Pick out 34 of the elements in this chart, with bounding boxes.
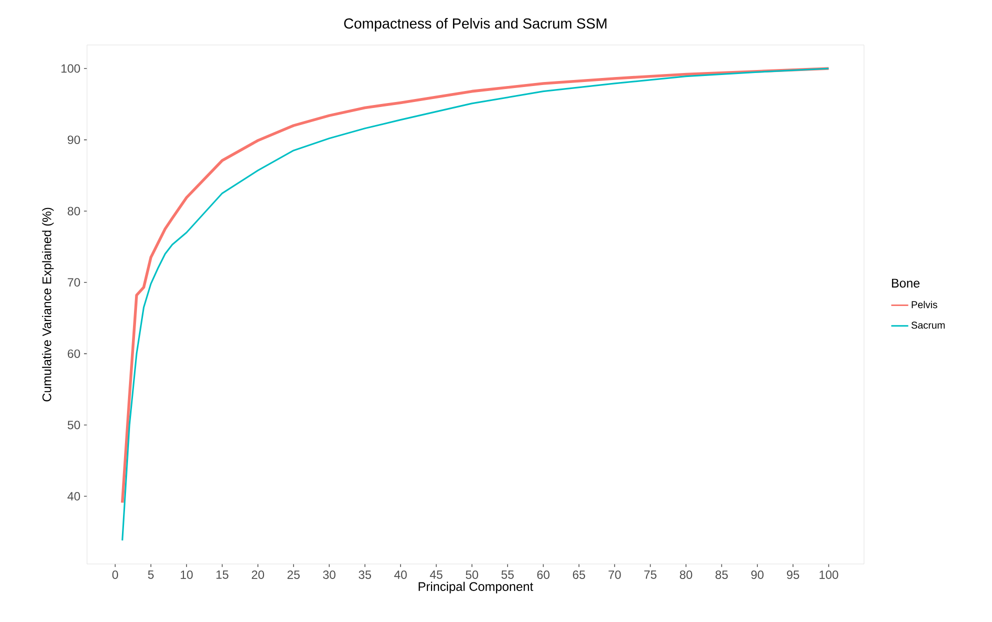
y-tick-label: 70 (68, 278, 80, 287)
legend-title: Bone (892, 278, 920, 288)
y-tick-label: 80 (68, 206, 80, 216)
y-tick-label: 100 (61, 64, 80, 73)
legend-label: Sacrum (911, 322, 945, 329)
legend-label: Pelvis (912, 300, 938, 308)
chart-title: Compactness of Pelvis and Sacrum SSM (344, 18, 606, 32)
x-tick-label: 45 (430, 570, 442, 579)
x-tick-label: 55 (501, 570, 514, 579)
x-tick-label: 95 (786, 570, 800, 579)
y-tick-label: 60 (68, 349, 80, 358)
x-tick-label: 25 (288, 570, 300, 579)
y-tick-label: 90 (68, 136, 80, 144)
y-tick-label: 40 (67, 492, 80, 500)
x-tick-label: 50 (466, 570, 478, 579)
x-tick-label: 90 (751, 570, 764, 579)
y-tick-label: 50 (68, 420, 80, 430)
x-tick-label: 15 (216, 570, 228, 579)
x-tick-label: 75 (644, 570, 656, 579)
x-tick-label: 65 (572, 570, 586, 579)
x-tick-label: 30 (323, 570, 336, 579)
y-axis-title: Cumulative Variance Explained (%) (42, 208, 54, 402)
x-tick-label: 80 (680, 570, 692, 579)
x-tick-label: 70 (608, 570, 621, 579)
x-tick-label: 5 (148, 570, 154, 579)
x-tick-label: 85 (716, 570, 728, 579)
x-axis-title: Principal Component (418, 582, 534, 594)
x-tick-label: 10 (180, 570, 193, 579)
x-tick-label: 100 (820, 570, 838, 579)
x-tick-label: 0 (112, 570, 118, 579)
x-tick-label: 20 (252, 570, 264, 579)
x-tick-label: 60 (537, 570, 550, 579)
x-tick-label: 40 (394, 570, 407, 579)
x-tick-label: 35 (358, 570, 372, 579)
